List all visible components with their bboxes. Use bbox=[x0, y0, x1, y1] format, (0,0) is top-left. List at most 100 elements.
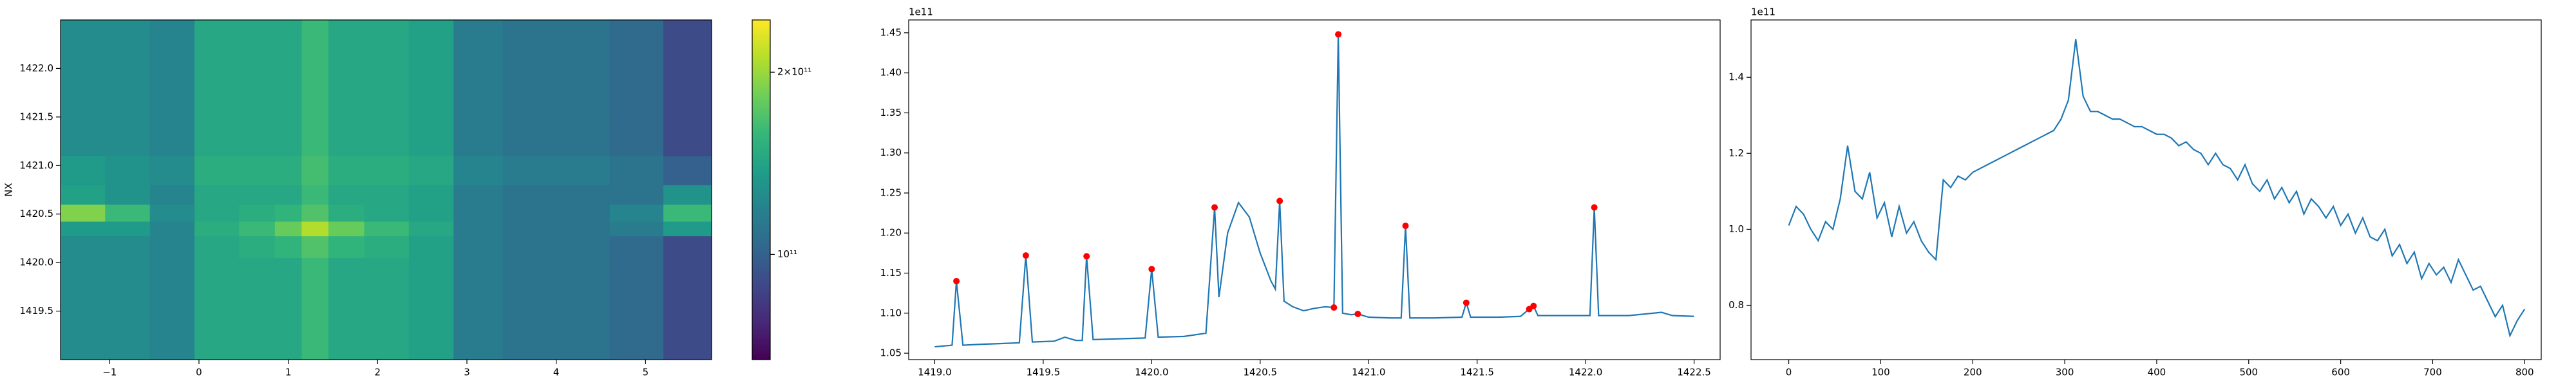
heatmap-cell bbox=[61, 156, 106, 185]
colorbar-swatch bbox=[752, 181, 770, 185]
colorbar-swatch bbox=[752, 291, 770, 295]
x-tick-label: 800 bbox=[2515, 367, 2534, 378]
heatmap-cell bbox=[239, 323, 276, 360]
colorbar-swatch bbox=[752, 195, 770, 199]
colorbar-swatch bbox=[752, 59, 770, 63]
colorbar-swatch bbox=[752, 45, 770, 49]
colorbar-swatch bbox=[752, 311, 770, 315]
colorbar-swatch bbox=[752, 326, 770, 329]
heatmap-cell bbox=[61, 257, 106, 290]
colorbar-swatch bbox=[752, 147, 770, 151]
heatmap-cell bbox=[502, 185, 557, 205]
heatmap-cell bbox=[502, 156, 557, 185]
colorbar-swatch bbox=[752, 62, 770, 66]
heatmap-cell bbox=[274, 235, 302, 259]
heatmap-cell bbox=[61, 221, 106, 237]
colorbar-swatch bbox=[752, 198, 770, 202]
y-tick-label: 1.2 bbox=[1728, 147, 1744, 159]
heatmap-cell bbox=[453, 156, 503, 185]
colorbar-swatch bbox=[752, 351, 770, 354]
colorbar-swatch bbox=[752, 164, 770, 168]
colorbar-swatch bbox=[752, 161, 770, 165]
heatmap-cell bbox=[408, 289, 454, 324]
y-tick-label: 1.45 bbox=[880, 26, 902, 38]
heatmap-cell bbox=[556, 63, 611, 113]
heatmap-cell bbox=[328, 156, 365, 185]
colorbar-swatch bbox=[752, 48, 770, 51]
colorbar-swatch bbox=[752, 53, 770, 57]
colorbar-swatch bbox=[752, 257, 770, 261]
heatmap-cell bbox=[105, 235, 151, 259]
heatmap-cell bbox=[328, 221, 365, 237]
colorbar-swatch bbox=[752, 331, 770, 335]
heatmap-cell bbox=[301, 112, 329, 156]
colorbar-tick-label: 10¹¹ bbox=[777, 248, 797, 260]
colorbar-swatch bbox=[752, 286, 770, 290]
colorbar-swatch bbox=[752, 345, 770, 349]
peak-marker bbox=[1211, 204, 1218, 211]
heatmap-cell bbox=[105, 257, 151, 290]
heatmap-cell bbox=[105, 204, 151, 222]
heatmap-cell bbox=[328, 289, 365, 324]
heatmap-cell bbox=[609, 221, 664, 237]
y-tick-label: 1.30 bbox=[880, 147, 902, 158]
heatmap-cell bbox=[149, 204, 195, 222]
x-tick-label: 2 bbox=[375, 367, 381, 378]
peak-marker bbox=[1331, 304, 1338, 311]
data-line bbox=[934, 34, 1694, 348]
heatmap-cell bbox=[239, 235, 276, 259]
heatmap-cell bbox=[408, 20, 454, 64]
colorbar-swatch bbox=[752, 308, 770, 312]
colorbar-swatch bbox=[752, 68, 770, 71]
heatmap-cell bbox=[663, 235, 712, 259]
colorbar-swatch bbox=[752, 82, 770, 86]
heatmap-cell bbox=[609, 289, 664, 324]
heatmap-cell bbox=[364, 112, 410, 156]
heatmap-cell bbox=[149, 156, 195, 185]
colorbar-swatch bbox=[752, 218, 770, 221]
colorbar-swatch bbox=[752, 130, 770, 134]
heatmap-cell bbox=[194, 112, 240, 156]
heatmap-cell bbox=[502, 289, 557, 324]
x-tick-label: 1422.0 bbox=[1569, 367, 1603, 378]
peak-marker bbox=[1530, 302, 1537, 309]
heatmap-cell bbox=[239, 221, 276, 237]
colorbar-swatch bbox=[752, 96, 770, 100]
peak-marker bbox=[1148, 266, 1155, 273]
colorbar-swatch bbox=[752, 37, 770, 41]
colorbar-swatch bbox=[752, 136, 770, 140]
heatmap-cell bbox=[105, 20, 151, 64]
heatmap-cell bbox=[328, 235, 365, 259]
heatmap-cell bbox=[609, 204, 664, 222]
heatmap-cell bbox=[149, 289, 195, 324]
colorbar-swatch bbox=[752, 306, 770, 309]
colorbar-swatch bbox=[752, 113, 770, 117]
heatmap-cell bbox=[194, 63, 240, 113]
x-tick-label: 1422.5 bbox=[1677, 367, 1711, 378]
colorbar-swatch bbox=[752, 124, 770, 128]
heatmap-cell bbox=[301, 323, 329, 360]
colorbar-swatch bbox=[752, 328, 770, 332]
colorbar-swatch bbox=[752, 201, 770, 205]
heatmap-cell bbox=[105, 323, 151, 360]
heatmap-cell bbox=[453, 221, 503, 237]
colorbar-swatch bbox=[752, 229, 770, 233]
heatmap-cell bbox=[408, 235, 454, 259]
heatmap-cell bbox=[609, 112, 664, 156]
colorbar-swatch bbox=[752, 241, 770, 244]
colorbar-swatch bbox=[752, 93, 770, 97]
y-tick-label: 0.8 bbox=[1728, 299, 1744, 311]
colorbar-swatch bbox=[752, 73, 770, 77]
heatmap-cell bbox=[149, 235, 195, 259]
peak-marker bbox=[1083, 253, 1090, 260]
y-tick-label: 1420.5 bbox=[20, 208, 54, 219]
colorbar-swatch bbox=[752, 209, 770, 213]
peak-marker bbox=[1591, 204, 1598, 211]
x-tick-label: 3 bbox=[464, 367, 470, 378]
colorbar-swatch bbox=[752, 34, 770, 37]
heatmap-cell bbox=[239, 156, 276, 185]
heatmap-cell bbox=[239, 20, 276, 64]
x-tick-label: 0 bbox=[1786, 367, 1792, 378]
heatmap-cell bbox=[61, 323, 106, 360]
colorbar-swatch bbox=[752, 207, 770, 210]
